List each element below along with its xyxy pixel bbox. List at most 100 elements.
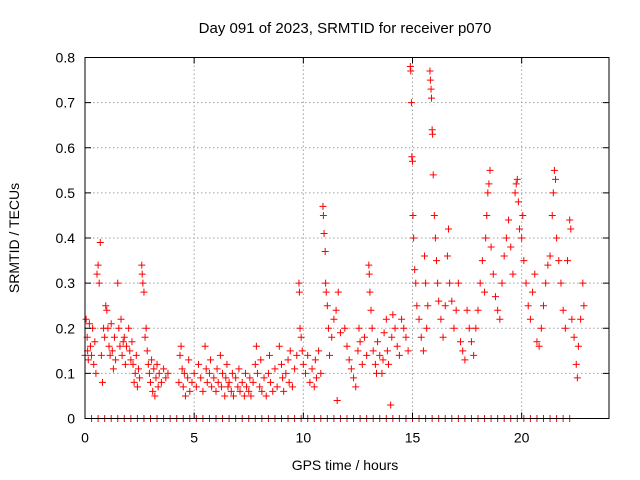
data-point: [320, 229, 328, 237]
data-point: [463, 306, 471, 314]
data-point: [382, 315, 390, 323]
data-point: [409, 157, 416, 165]
data-point: [352, 383, 360, 391]
data-point: [540, 302, 547, 310]
data-point: [180, 369, 188, 377]
data-point: [360, 333, 368, 341]
data-point: [86, 342, 94, 350]
data-point: [185, 356, 193, 364]
data-point: [267, 378, 275, 386]
data-point: [212, 387, 220, 395]
data-point: [324, 324, 332, 332]
data-point: [285, 378, 293, 386]
data-point: [216, 351, 224, 359]
axis-ticks: 0 0.1 0.2 0.3 0.4 0.5 0.6 0.7 0.8 0 5 10 15 20: [56, 50, 609, 446]
data-point: [481, 288, 489, 296]
data-point: [470, 351, 478, 359]
data-point: [245, 387, 253, 395]
data-point: [251, 360, 259, 368]
data-point: [434, 279, 442, 287]
data-point: [271, 365, 279, 373]
data-point: [217, 383, 225, 391]
data-point: [184, 374, 192, 382]
data-point: [350, 374, 358, 382]
data-point: [145, 369, 153, 377]
data-point: [120, 333, 128, 341]
data-point: [118, 351, 126, 359]
data-point: [452, 306, 460, 314]
data-point: [92, 369, 100, 377]
data-point: [465, 324, 473, 332]
data-point: [467, 338, 475, 346]
data-point: [410, 234, 418, 242]
data-point: [374, 338, 382, 346]
x-tick-label: 15: [405, 430, 421, 446]
data-point: [422, 279, 430, 287]
data-point: [201, 342, 209, 350]
data-point: [412, 279, 420, 287]
data-point: [291, 365, 299, 373]
data-point: [319, 211, 327, 219]
data-point: [535, 342, 543, 350]
data-point: [548, 211, 556, 219]
data-point: [142, 324, 150, 332]
data-point: [531, 270, 539, 278]
data-point: [238, 378, 246, 386]
data-point: [138, 261, 146, 269]
data-point: [317, 369, 325, 377]
data-point: [476, 279, 484, 287]
data-point: [312, 374, 320, 382]
data-point: [229, 392, 237, 400]
data-point: [491, 293, 499, 301]
data-point: [509, 270, 517, 278]
data-point: [235, 365, 243, 373]
data-point: [262, 392, 270, 400]
data-point: [246, 374, 254, 382]
data-point: [555, 257, 563, 265]
y-tick-label: 0.8: [56, 50, 76, 66]
data-point: [127, 356, 135, 364]
data-point: [427, 94, 435, 102]
data-point: [202, 365, 210, 373]
data-point: [334, 288, 342, 296]
data-point: [148, 356, 156, 364]
data-point: [413, 302, 421, 310]
data-point: [278, 360, 285, 368]
data-point: [224, 383, 232, 391]
data-point: [407, 67, 415, 75]
data-point: [82, 315, 90, 323]
data-point: [424, 302, 432, 310]
data-point: [574, 342, 582, 350]
data-point: [400, 324, 408, 332]
data-point: [232, 374, 240, 382]
data-point: [133, 383, 141, 391]
data-point: [295, 279, 303, 287]
data-point: [208, 383, 216, 391]
data-point: [104, 324, 112, 332]
data-point: [520, 257, 528, 265]
data-point: [330, 315, 338, 323]
data-point: [505, 216, 513, 224]
data-point: [411, 266, 419, 274]
data-point: [356, 338, 364, 346]
data-point: [139, 279, 147, 287]
data-point: [288, 383, 296, 391]
data-point: [205, 369, 213, 377]
data-point: [207, 356, 215, 364]
data-point: [404, 347, 412, 355]
data-point: [186, 387, 194, 395]
data-point: [417, 333, 425, 341]
data-point: [128, 338, 136, 346]
data-point: [112, 356, 120, 364]
data-point: [197, 374, 205, 382]
y-tick-label: 0.1: [56, 365, 76, 381]
x-axis-label: GPS time / hours: [292, 457, 399, 473]
data-point: [579, 279, 587, 287]
data-point: [577, 315, 585, 323]
data-point: [383, 347, 391, 355]
data-point: [409, 211, 417, 219]
data-point: [269, 387, 277, 395]
data-point: [107, 320, 115, 328]
data-point: [143, 347, 151, 355]
data-point: [85, 320, 93, 328]
